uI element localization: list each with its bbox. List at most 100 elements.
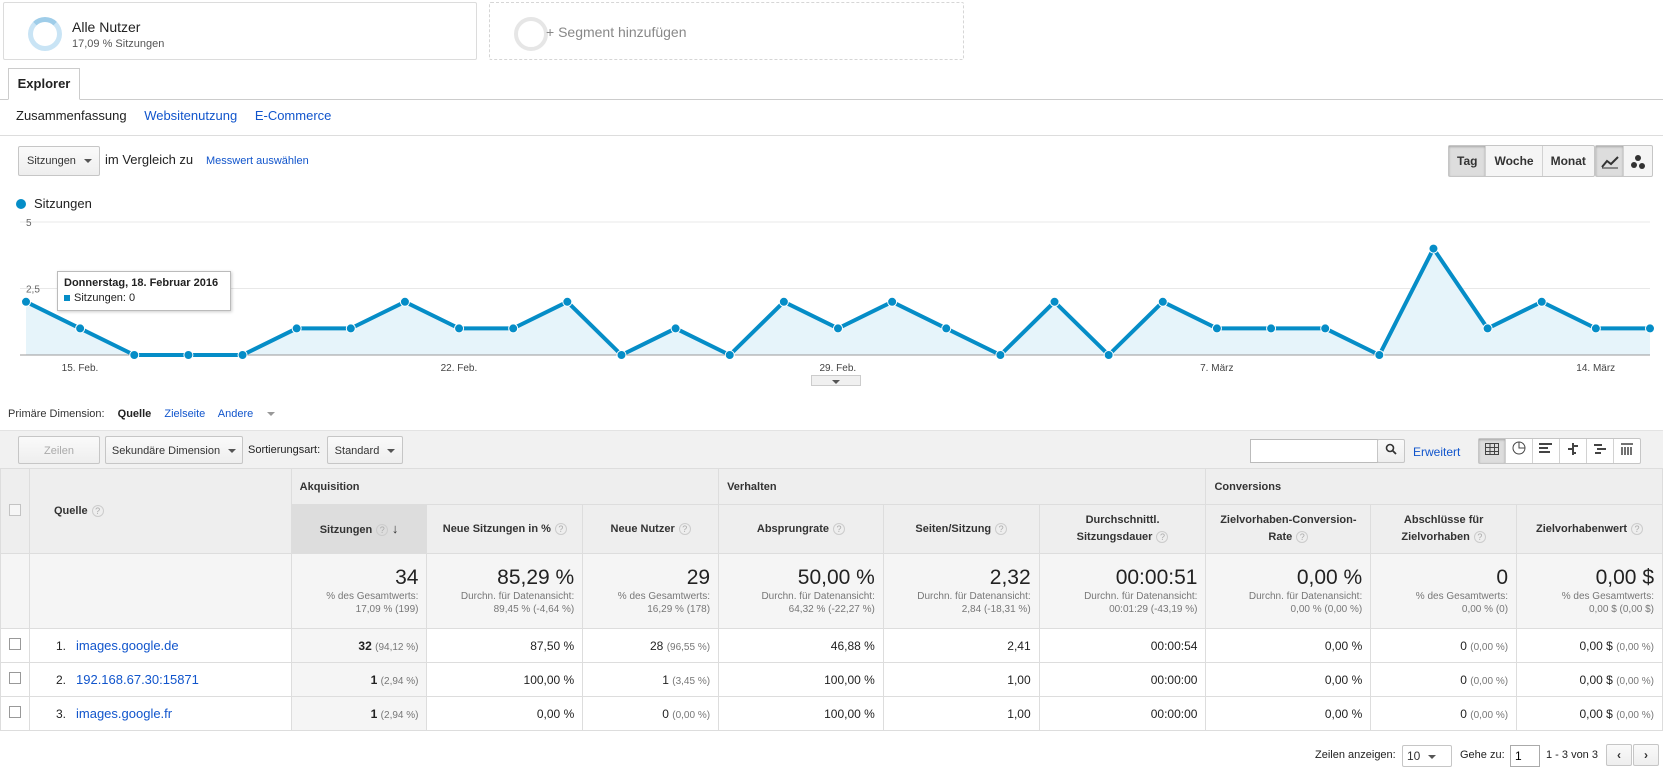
- source-link[interactable]: images.google.fr: [76, 706, 173, 721]
- help-icon[interactable]: ?: [995, 522, 1008, 535]
- total-value: 0,00 %: [1296, 566, 1363, 589]
- advanced-filter-link[interactable]: Erweitert: [1413, 445, 1461, 459]
- help-icon[interactable]: ?: [1473, 531, 1486, 543]
- source-link[interactable]: 192.168.67.30:15871: [76, 672, 199, 687]
- segment-all-users[interactable]: Alle Nutzer 17,09 % Sitzungen: [3, 2, 477, 60]
- source-link[interactable]: images.google.de: [76, 638, 179, 653]
- performance-view-icon[interactable]: [1533, 439, 1560, 463]
- metric-cell: 100,00 %: [426, 662, 584, 697]
- select-all-checkbox[interactable]: [9, 503, 21, 516]
- pie-view-icon[interactable]: [1506, 439, 1533, 463]
- table-search-input[interactable]: [1250, 439, 1378, 463]
- dimension-source[interactable]: Quelle: [117, 408, 152, 420]
- total-label: % des Gesamtwerts:: [617, 591, 711, 602]
- chevron-down-icon: [83, 159, 92, 164]
- plot-rows-button[interactable]: Zeilen darstellen: [18, 436, 100, 485]
- column-header[interactable]: Absprungrate?: [718, 504, 884, 554]
- total-value: 2,32: [989, 566, 1031, 589]
- prev-page-button[interactable]: ‹: [1606, 744, 1632, 766]
- help-icon[interactable]: ?: [678, 522, 691, 535]
- goto-label: Gehe zu:: [1460, 749, 1505, 761]
- subnav-ecommerce[interactable]: E-Commerce: [254, 108, 332, 123]
- pivot-view-icon[interactable]: [1614, 439, 1640, 463]
- help-icon[interactable]: ?: [1631, 522, 1644, 535]
- metric-cell: 0,00 $ (0,00 %): [1516, 628, 1663, 663]
- subnav-site-usage[interactable]: Websitenutzung: [144, 108, 238, 123]
- help-icon[interactable]: ?: [91, 505, 104, 517]
- total-value: 0,00 $: [1595, 566, 1654, 589]
- table-row[interactable]: 1. images.google.de 32 (94,12 %) 87,50 % 28…: [0, 628, 1663, 663]
- help-icon[interactable]: ?: [1296, 531, 1309, 543]
- chevron-down-icon: [228, 449, 237, 454]
- column-header[interactable]: Abschlüsse für Zielvorhaben?: [1370, 504, 1518, 554]
- metric-value: 00:00:54: [1150, 638, 1198, 653]
- next-page-button[interactable]: ›: [1633, 744, 1659, 766]
- data-point: [833, 323, 843, 334]
- metric-share: (0,00 %): [1470, 709, 1509, 721]
- data-point: [399, 296, 410, 307]
- help-icon[interactable]: ?: [1156, 531, 1169, 543]
- help-icon[interactable]: ?: [376, 523, 389, 536]
- metric-value: 100,00 %: [523, 672, 575, 687]
- metric-share: (3,45 %): [672, 675, 711, 687]
- period-day-button[interactable]: Tag: [1449, 146, 1487, 176]
- total-cell: 0,00 % Durchn. für Datenansicht: 0,00 % (0…: [1205, 553, 1372, 629]
- column-header[interactable]: Sitzungen? ↓: [290, 504, 428, 554]
- motion-chart-icon[interactable]: [1624, 146, 1652, 176]
- help-icon[interactable]: ?: [554, 522, 567, 535]
- period-month-button[interactable]: Monat: [1550, 154, 1586, 168]
- metric-cell: 0,00 $ (0,00 %): [1516, 662, 1663, 697]
- row-index: 3.: [55, 707, 66, 721]
- column-header[interactable]: Seiten/Sitzung?: [882, 504, 1040, 554]
- goto-page-input[interactable]: [1510, 745, 1540, 767]
- rows-per-page-select[interactable]: 10: [1402, 745, 1452, 767]
- metric-cell: 00:00:54: [1038, 628, 1207, 663]
- column-header-label: Sitzungen: [319, 523, 373, 536]
- metric-cell: 32 (94,12 %): [290, 628, 428, 663]
- sessions-line-chart: 2,5 5 15. Feb. 22. Feb. 29. Feb. 7. März 14. M…: [20, 218, 1655, 374]
- total-value: 34: [395, 566, 419, 589]
- row-checkbox[interactable]: [9, 672, 21, 684]
- dimension-other-label: Andere: [217, 408, 254, 420]
- data-point: [1428, 243, 1439, 254]
- metric-share: (96,55 %): [666, 641, 711, 653]
- data-point: [616, 350, 627, 360]
- dimension-other[interactable]: Andere: [218, 408, 285, 420]
- metric-cell: 2,41: [882, 628, 1040, 663]
- chart-collapse-handle[interactable]: [811, 375, 861, 386]
- dimension-header[interactable]: Quelle?: [29, 468, 292, 554]
- tab-explorer[interactable]: Explorer: [8, 68, 80, 100]
- chevron-down-icon: [387, 449, 396, 454]
- help-icon[interactable]: ?: [833, 522, 846, 535]
- row-checkbox[interactable]: [9, 706, 21, 718]
- total-label: % des Gesamtwerts:: [1415, 591, 1509, 602]
- metric-cell: 46,88 %: [718, 628, 884, 663]
- tooltip-value: Sitzungen: 0: [74, 292, 136, 304]
- table-view-icon[interactable]: [1479, 439, 1506, 463]
- period-week-button[interactable]: Woche: [1486, 146, 1543, 176]
- column-header[interactable]: Zielvorhabenwert?: [1516, 504, 1663, 554]
- search-icon[interactable]: [1377, 439, 1405, 463]
- column-header[interactable]: Zielvorhaben-Conversion-Rate?: [1205, 504, 1372, 554]
- column-header[interactable]: Neue Nutzer?: [582, 504, 720, 554]
- sort-select[interactable]: Standard: [327, 436, 403, 464]
- column-header[interactable]: Durchschnittl. Sitzungsdauer?: [1038, 504, 1207, 554]
- comparison-view-icon[interactable]: [1560, 439, 1587, 463]
- secondary-dimension-select[interactable]: Sekundäre Dimension: [105, 436, 243, 464]
- add-segment-button[interactable]: + Segment hinzufügen: [489, 2, 964, 60]
- dimension-landing-page[interactable]: Zielseite: [164, 408, 206, 420]
- metric-select[interactable]: Sitzungen: [18, 146, 100, 176]
- line-chart-icon[interactable]: [1596, 146, 1625, 176]
- chevron-right-icon: ›: [1644, 748, 1648, 762]
- row-checkbox[interactable]: [9, 638, 21, 650]
- tooltip-title: Donnerstag, 18. Februar 2016: [64, 277, 219, 289]
- table-row[interactable]: 3. images.google.fr 1 (2,94 %) 0,00 % 0 (0,…: [0, 696, 1663, 731]
- metric-value: 1,00: [1007, 706, 1031, 721]
- table-row[interactable]: 2. 192.168.67.30:15871 1 (2,94 %) 100,00 % …: [0, 662, 1663, 697]
- metric-value: 1,00: [1007, 672, 1031, 687]
- column-header-label: Zielvorhaben-Conversion-Rate: [1220, 514, 1357, 543]
- column-header[interactable]: Neue Sitzungen in %?: [426, 504, 584, 554]
- term-cloud-view-icon[interactable]: [1587, 439, 1614, 463]
- select-metric-link[interactable]: Messwert auswählen: [206, 155, 309, 167]
- subnav-summary[interactable]: Zusammenfassung: [16, 108, 127, 123]
